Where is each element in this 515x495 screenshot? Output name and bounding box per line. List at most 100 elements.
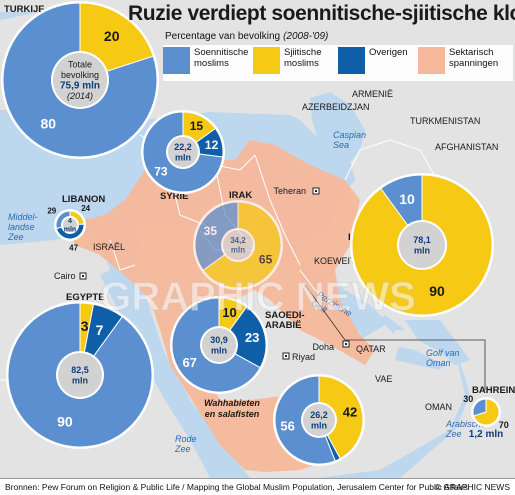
pie-label-egypte-sunni: 90 [57,414,73,430]
pie-hole-turkije [53,53,107,107]
pie-label-turkije-sunni: 80 [41,116,57,132]
legend: Soennitische moslims Sjiitische moslims … [163,45,513,81]
pie-slice-bahrein-sunni [472,398,487,417]
pie-bahrein: 30 701,2 mln [463,394,509,440]
watermark: GRAPHIC NEWS [100,275,416,319]
legend-item-shia: Sjiitische moslims [253,47,322,74]
country-label-saoedi-arabie-line: ARABIË [265,320,301,331]
water-label-rode-zee-line: Rode [175,434,197,444]
country-label-bahrein: BAHREIN [472,385,515,396]
legend-swatch-sunni [163,47,190,74]
country-label-vae-line: VAE [375,374,392,384]
country-label-libanon: LIBANON [62,194,105,205]
country-label-bahrein-line: BAHREIN [472,385,515,396]
city-label-riyad: Riyad [292,352,315,362]
sea-black [0,12,40,20]
pie-label-syrie-other: 12 [205,138,219,152]
legend-label-sunni: Soennitische moslims [194,47,249,69]
pie-centre-irak-0: 34,2 [230,236,246,245]
country-label-libanon-line: LIBANON [62,194,105,205]
pie-label-saoedi-arabie-other: 23 [245,330,259,345]
pie-centre-iran-1: mln [414,245,430,255]
country-label-saoedi-arabie-line: SAOEDI- [265,310,305,321]
water-label-caspian-sea: Caspian Sea [333,130,366,150]
legend-swatch-tension [418,47,445,74]
pie-hole-libanon [63,218,77,232]
pie-hole-saoedi-arabie [202,328,236,362]
pie-centre-irak-1: mln [231,246,245,255]
pie-centre-saoedi-arabie-0: 30,9 [210,335,228,345]
country-label-egypte-line: EGYPTE [66,292,105,303]
pie-label-bahrein-shia: 70 [499,420,509,430]
country-label-turkmenistan: TURKMENISTAN [410,116,480,126]
annotation-wahhabi-line: en salafisten [205,409,260,419]
country-label-koeweit: KOEWEIT [314,256,356,266]
legend-label-tension: Sektarisch spanningen [449,47,499,69]
annotation-wahhabi: Wahhabieten en salafisten [204,398,260,419]
country-label-afghanistan: AFGHANISTAN [435,142,498,152]
copyright: © GRAPHIC NEWS [434,482,510,492]
water-label-middel-landse-zee-line: Middel- [8,212,38,222]
country-label-irak-line: IRAK [229,190,252,201]
land-north [0,0,515,478]
subtitle-years: (2008-'09) [283,31,329,42]
pie-centre-libanon-0: 4 [68,218,72,225]
pie-label-irak-shia: 65 [259,252,273,266]
water-label-rode-zee-line: Zee [174,444,191,454]
pie-centre-saoedi-arabie-1: mln [211,345,227,355]
pie-centre-egypte-1: mln [72,375,88,385]
source-note: Bronnen: Pew Forum on Religion & Public … [5,482,468,492]
water-label-middel-landse-zee: Middel-landse Zee [7,212,38,242]
pie-hole-syrie [168,137,198,167]
sea-caspian [310,92,365,165]
pie-centre-syrie-0: 22,2 [174,142,192,152]
pie-centre-libanon-1: mln [64,227,76,234]
footer: Bronnen: Pew Forum on Religion & Public … [0,478,515,495]
legend-swatch-shia [253,47,280,74]
country-label-afghanistan-line: AFGHANISTAN [435,142,498,152]
country-label-israel-line: ISRAËL [93,242,125,252]
pie-centre-syrie-1: mln [175,152,191,162]
country-label-qatar-line: QATAR [356,344,386,354]
pie-centre-turkije-0: Totale [68,59,92,69]
pie-label-iran-shia: 90 [429,283,445,299]
country-label-oman-line: OMAN [425,402,452,412]
pie-centre-jemen-0: 26,2 [310,410,328,420]
pie-slice-saoedi-arabie-other [218,306,267,369]
water-label-rode-zee: Rode Zee [174,434,197,454]
sea-red [100,270,230,478]
pie-centre-iran-0: 78,1 [413,235,431,245]
country-label-irak: IRAK [229,190,252,201]
pie-label-turkije-shia: 20 [104,28,120,44]
city-markers [79,187,350,360]
country-label-syrie-line: SYRIË [160,191,189,202]
legend-item-tension: Sektarisch spanningen [418,47,498,74]
country-label-syrie: SYRIË [160,191,189,202]
country-label-azerbeidzjan: AZERBEIDZJAN [302,102,370,112]
water-label-arabische-zee-line: Arabische [445,419,486,429]
pie-label-jemen-sunni: 56 [280,419,294,434]
pie-centre-turkije-2: 75,9 mln [60,80,100,91]
pie-label-egypte-shia: 3 [81,318,89,334]
pie-libanon: 29 24 47 4 mln [47,204,90,253]
country-label-saoedi-arabie: SAOEDI-ARABIË [265,310,305,331]
pointer-lines [304,284,486,390]
pie-label-egypte-other: 7 [96,322,104,338]
country-label-armenie-line: ARMENIË [352,89,393,99]
pie-hole-iran [399,222,445,268]
legend-label-shia: Sjiitische moslims [284,47,322,69]
pie-label-libanon-other: 47 [69,244,78,253]
water-label-caspian-sea-line: Caspian [333,130,366,140]
pie-label-irak-sunni: 35 [204,224,218,238]
pie-slice-jemen-shia [318,375,364,460]
country-label-turkmenistan-line: TURKMENISTAN [410,116,480,126]
page-title: Ruzie verdiept soennitische-sjiitische k… [128,2,515,25]
water-label-arabische-zee-line: Zee [445,429,462,439]
water-label-middel-landse-zee-line: landse [8,222,35,232]
